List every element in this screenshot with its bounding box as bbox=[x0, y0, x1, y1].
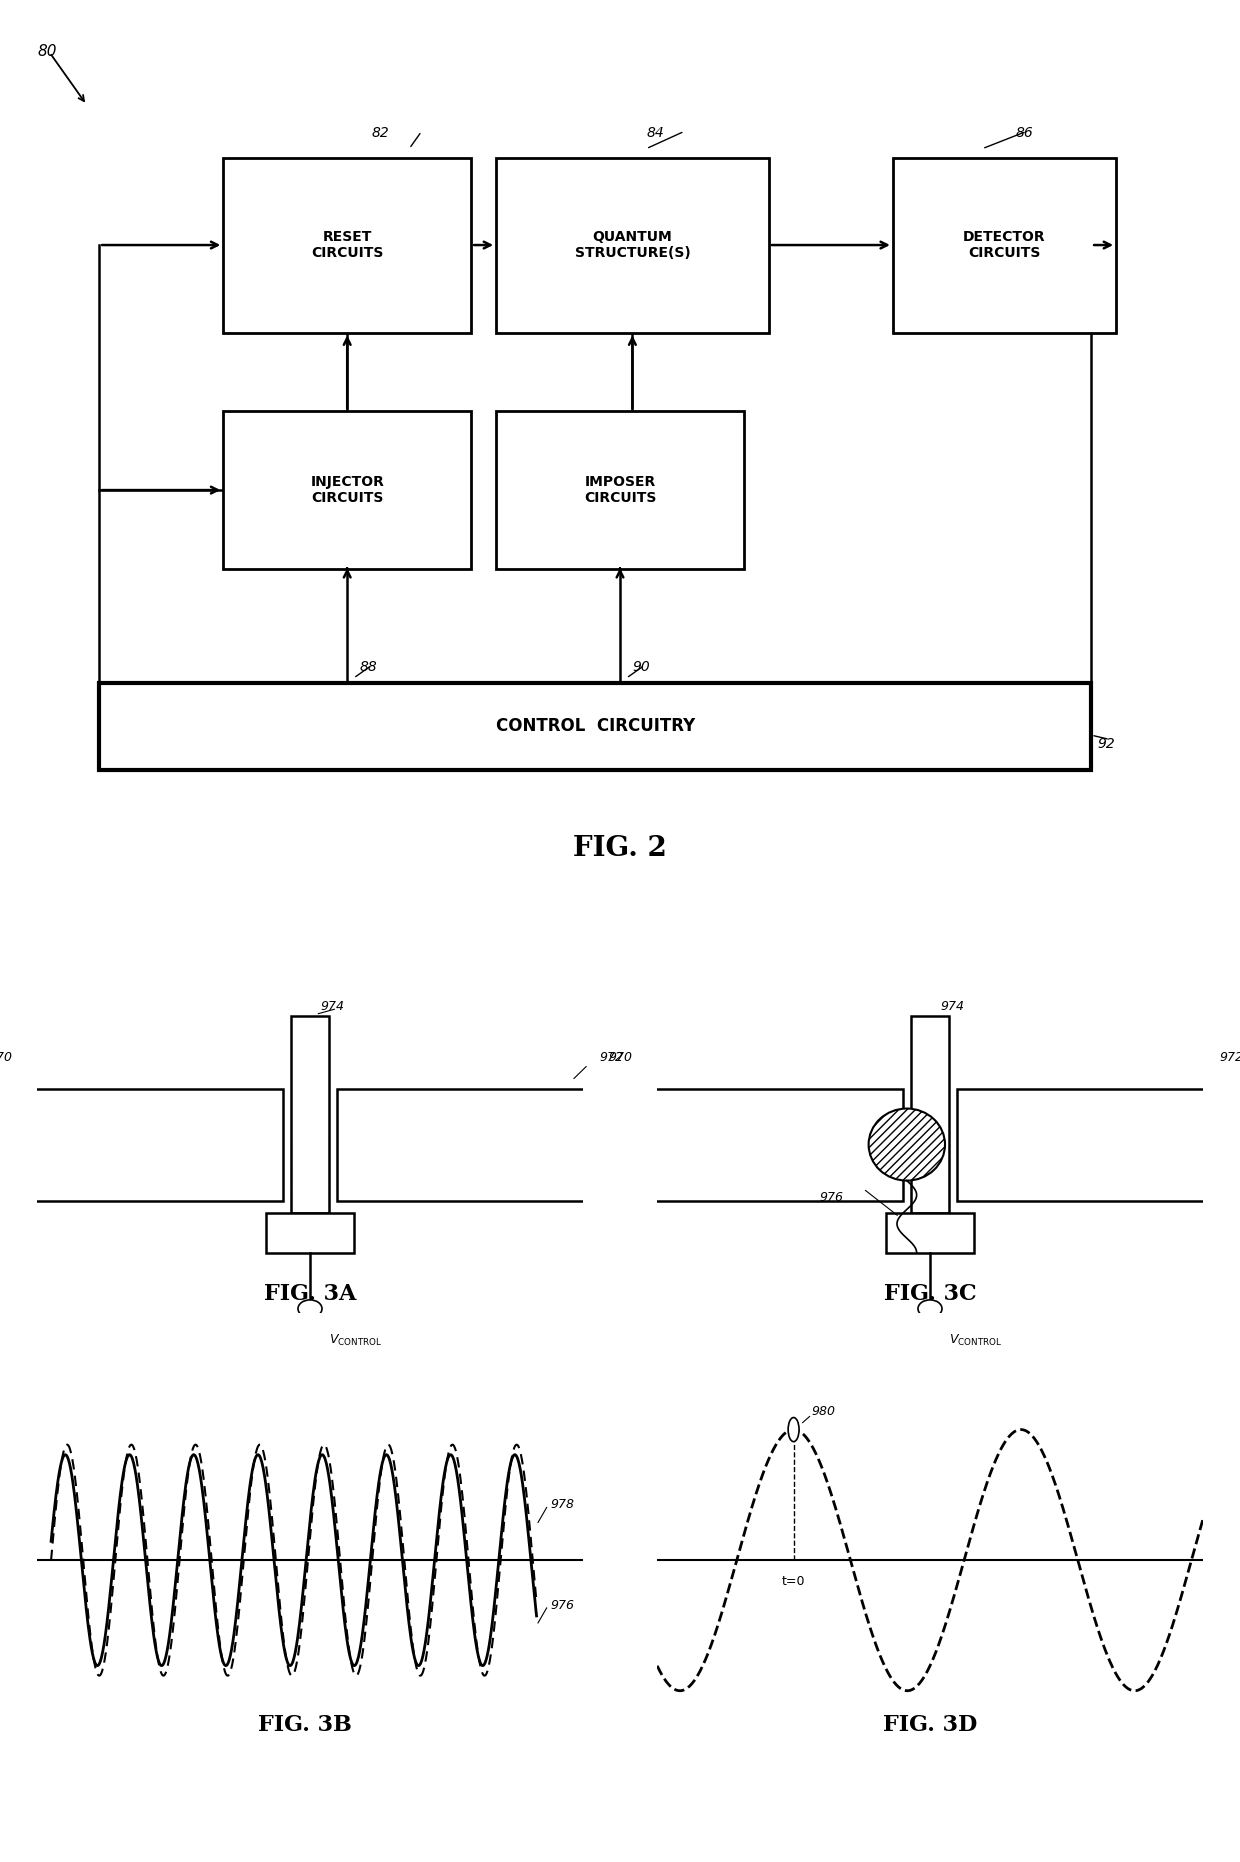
Bar bbox=[911, 1017, 949, 1212]
Bar bbox=[99, 683, 1091, 771]
Text: 970: 970 bbox=[608, 1050, 632, 1063]
Text: 972: 972 bbox=[1219, 1050, 1240, 1063]
Circle shape bbox=[298, 1300, 322, 1318]
Bar bbox=[496, 412, 744, 570]
Text: 976: 976 bbox=[820, 1190, 843, 1203]
Text: t=0: t=0 bbox=[782, 1575, 805, 1588]
Bar bbox=[957, 1089, 1240, 1201]
Circle shape bbox=[918, 1300, 942, 1318]
Bar bbox=[291, 1017, 329, 1212]
Text: RESET
CIRCUITS: RESET CIRCUITS bbox=[311, 229, 383, 261]
Text: QUANTUM
STRUCTURE(S): QUANTUM STRUCTURE(S) bbox=[574, 229, 691, 261]
Text: 974: 974 bbox=[941, 1000, 965, 1013]
Text: 972: 972 bbox=[599, 1050, 624, 1063]
Bar bbox=[893, 158, 1116, 333]
Text: 82: 82 bbox=[372, 127, 389, 140]
Text: $V_{\rm CONTROL}$: $V_{\rm CONTROL}$ bbox=[329, 1333, 382, 1348]
Text: 86: 86 bbox=[1016, 127, 1033, 140]
Text: FIG. 3A: FIG. 3A bbox=[264, 1283, 356, 1305]
Bar bbox=[587, 1089, 903, 1201]
Text: INJECTOR
CIRCUITS: INJECTOR CIRCUITS bbox=[310, 475, 384, 505]
Text: 976: 976 bbox=[551, 1599, 574, 1612]
Bar bbox=[223, 158, 471, 333]
Text: FIG. 2: FIG. 2 bbox=[573, 836, 667, 862]
Text: 84: 84 bbox=[646, 127, 663, 140]
Bar bbox=[337, 1089, 653, 1201]
Bar bbox=[223, 412, 471, 570]
Text: FIG. 3B: FIG. 3B bbox=[258, 1713, 352, 1735]
Text: 80: 80 bbox=[37, 45, 57, 60]
Text: IMPOSER
CIRCUITS: IMPOSER CIRCUITS bbox=[584, 475, 656, 505]
Text: $V_{\rm CONTROL}$: $V_{\rm CONTROL}$ bbox=[949, 1333, 1002, 1348]
Bar bbox=[887, 1212, 973, 1253]
Text: 980: 980 bbox=[812, 1404, 836, 1417]
Text: 90: 90 bbox=[632, 659, 650, 674]
Text: CONTROL  CIRCUITRY: CONTROL CIRCUITRY bbox=[496, 717, 694, 735]
Bar bbox=[267, 1212, 353, 1253]
Text: 974: 974 bbox=[321, 1000, 345, 1013]
Bar bbox=[496, 158, 769, 333]
Circle shape bbox=[789, 1417, 799, 1441]
Text: 970: 970 bbox=[0, 1050, 12, 1063]
Text: FIG. 3D: FIG. 3D bbox=[883, 1713, 977, 1735]
Text: 88: 88 bbox=[360, 659, 377, 674]
Text: DETECTOR
CIRCUITS: DETECTOR CIRCUITS bbox=[963, 229, 1045, 261]
Text: 978: 978 bbox=[551, 1499, 574, 1512]
Text: 92: 92 bbox=[1097, 737, 1115, 750]
Bar bbox=[0, 1089, 283, 1201]
Ellipse shape bbox=[868, 1108, 945, 1181]
Text: FIG. 3C: FIG. 3C bbox=[884, 1283, 976, 1305]
